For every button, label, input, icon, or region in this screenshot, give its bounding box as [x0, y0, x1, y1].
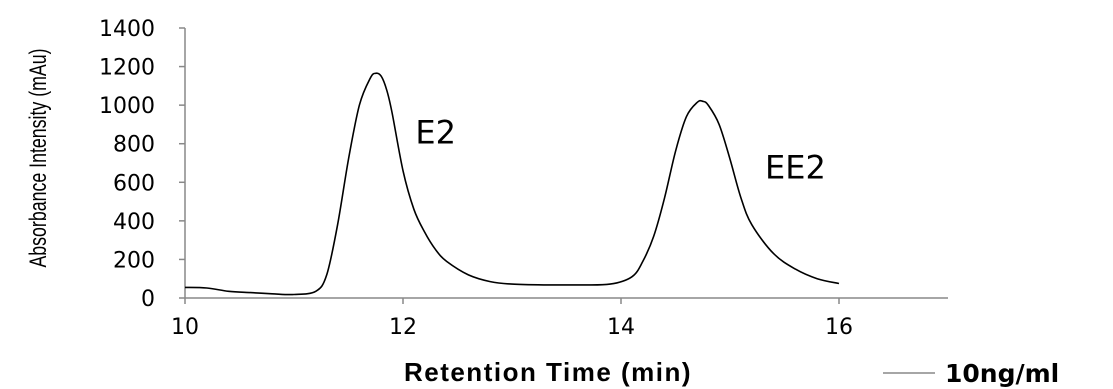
y-tick-label: 1200 — [99, 56, 155, 81]
series-line-10ng-ml — [184, 72, 840, 296]
y-tick-label: 0 — [141, 287, 155, 312]
y-tick-label: 1400 — [99, 17, 155, 42]
legend: 10ng/ml — [883, 359, 1059, 388]
y-axis-title: Absorbance Intensity (mAu) — [26, 48, 52, 267]
y-tick-label: 600 — [113, 171, 155, 196]
x-tick-label: 14 — [607, 315, 635, 340]
x-axis-title: Retention Time (min) — [404, 357, 692, 387]
legend-label: 10ng/ml — [945, 359, 1059, 388]
peak-label-e2: E2 — [415, 114, 456, 152]
x-tick-label: 10 — [171, 315, 199, 340]
y-tick-label: 1000 — [99, 94, 155, 119]
peak-label-ee2: EE2 — [765, 148, 826, 186]
x-tick-label: 16 — [825, 315, 853, 340]
peak-annotations: E2 EE2 — [415, 114, 825, 187]
axes — [184, 28, 948, 299]
x-tick-label: 12 — [389, 315, 417, 340]
y-tick-label: 800 — [113, 133, 155, 158]
y-tick-label: 200 — [113, 248, 155, 273]
x-ticks: 10 12 14 16 — [171, 298, 853, 340]
y-ticks: 0 200 400 600 800 1000 1200 1400 — [99, 17, 185, 312]
y-tick-label: 400 — [113, 210, 155, 235]
